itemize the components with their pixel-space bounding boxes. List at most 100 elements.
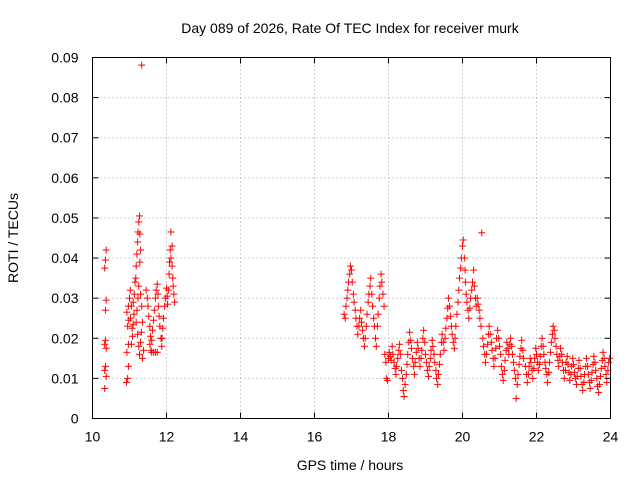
data-point [413,338,421,346]
data-point [496,342,503,350]
data-point [530,364,538,372]
data-point [419,334,427,342]
data-point [539,342,547,350]
data-point [590,352,598,360]
data-point [360,342,368,350]
y-tick-label: 0.01 [51,370,78,386]
data-point [372,342,380,350]
data-point [397,366,405,374]
data-point [563,352,571,360]
data-point [102,344,110,352]
data-point [146,322,154,330]
data-point [428,336,436,344]
data-point [128,332,136,340]
data-point [599,348,607,356]
data-point [510,366,518,374]
data-point [448,330,456,338]
data-point [433,374,441,382]
data-point [375,294,383,302]
data-point [440,346,448,354]
data-point [485,322,493,330]
data-point [476,314,484,322]
data-point [586,384,594,392]
x-axis-label: GPS time / hours [297,457,404,473]
data-point [497,362,505,370]
y-tick-label: 0.09 [51,50,78,66]
data-point [500,366,508,374]
data-point [454,298,462,306]
data-point [124,362,132,370]
data-point [511,374,519,382]
data-point [591,358,599,366]
data-point [140,346,148,354]
data-point [168,262,176,270]
y-tick-label: 0.03 [51,290,78,306]
data-point [132,262,140,270]
data-point [382,358,390,366]
data-point [434,370,442,378]
data-point [524,370,532,378]
data-point [486,330,494,338]
y-tick-label: 0.06 [51,170,78,186]
data-point [430,350,438,358]
data-point [101,264,109,272]
data-point [523,378,531,386]
data-point [377,270,385,278]
data-point [432,366,440,374]
data-point [159,324,167,332]
data-point [606,354,614,362]
data-point [479,334,487,342]
data-point [364,298,372,306]
data-point [474,300,482,308]
data-point [425,362,433,370]
grid-lines [92,57,611,419]
data-point [366,282,374,290]
data-point [136,230,144,238]
data-point [126,286,134,294]
data-point [373,322,381,330]
data-point [545,368,553,376]
data-point [135,212,143,220]
data-point [367,274,375,282]
data-point [168,242,176,250]
data-point [134,294,142,302]
data-point [144,302,152,310]
data-point [344,286,352,294]
data-point [131,278,139,286]
data-point [516,352,524,360]
data-point [514,370,522,378]
data-point [132,274,140,282]
data-point [127,340,135,348]
data-point [167,228,175,236]
data-point [148,336,156,344]
data-point [124,322,132,330]
data-point [519,346,527,354]
data-point [417,354,425,362]
data-point [470,282,478,290]
data-point [582,354,590,362]
data-point [143,294,151,302]
data-point [134,238,142,246]
data-point [422,350,429,358]
data-point [418,346,426,354]
x-tick-label: 14 [233,429,249,445]
data-point [158,342,166,350]
data-point [459,236,467,244]
data-point [488,346,496,354]
data-point [359,326,367,334]
data-point [147,332,155,340]
data-point [374,310,382,318]
data-point [507,334,515,342]
data-point [357,318,365,326]
data-point [410,370,418,378]
data-point [380,302,388,310]
data-point [390,358,398,366]
data-point [491,354,499,362]
data-point [551,334,559,342]
data-point [137,338,145,346]
data-point [169,282,177,290]
data-point [372,334,380,342]
data-point [170,290,178,298]
